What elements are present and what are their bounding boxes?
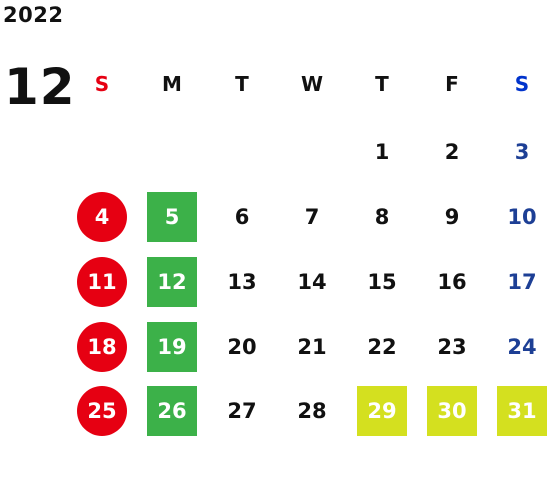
weekday-friday: F [445, 72, 459, 96]
sunday-circle-badge: 4 [77, 192, 127, 242]
day-number: 22 [367, 335, 397, 359]
day-number: 15 [367, 270, 397, 294]
day-number: 8 [374, 205, 390, 229]
sunday-circle-badge: 25 [77, 386, 127, 436]
weekday-saturday: S [514, 72, 530, 96]
day-number: 10 [507, 205, 537, 229]
sunday-circle-badge: 18 [77, 322, 127, 372]
day-cell[interactable]: 26 [142, 385, 202, 437]
day-number: 13 [227, 270, 257, 294]
day-cell[interactable]: 15 [352, 256, 412, 308]
yellow-highlight-badge: 31 [497, 386, 547, 436]
day-cell[interactable]: 24 [492, 321, 548, 373]
day-cell[interactable]: 29 [352, 385, 412, 437]
day-cell[interactable]: 12 [142, 256, 202, 308]
day-cell[interactable]: 23 [422, 321, 482, 373]
day-cell[interactable]: 20 [212, 321, 272, 373]
day-cell[interactable]: 1 [352, 126, 412, 178]
day-number: 28 [297, 399, 327, 423]
day-cell[interactable]: 31 [492, 385, 548, 437]
day-cell[interactable]: 6 [212, 191, 272, 243]
day-cell[interactable]: 8 [352, 191, 412, 243]
month-label: 12 [4, 58, 76, 116]
day-cell[interactable]: 13 [212, 256, 272, 308]
weekday-wednesday: W [300, 72, 324, 96]
day-number: 14 [297, 270, 327, 294]
day-number: 2 [444, 140, 460, 164]
weekday-monday: M [162, 72, 182, 96]
day-number: 21 [297, 335, 327, 359]
day-cell[interactable]: 11 [72, 256, 132, 308]
day-number: 20 [227, 335, 257, 359]
day-cell[interactable]: 22 [352, 321, 412, 373]
day-number: 6 [234, 205, 250, 229]
green-highlight-badge: 5 [147, 192, 197, 242]
day-cell[interactable]: 19 [142, 321, 202, 373]
day-number: 1 [374, 140, 390, 164]
day-cell[interactable]: 4 [72, 191, 132, 243]
day-number: 27 [227, 399, 257, 423]
green-highlight-badge: 12 [147, 257, 197, 307]
yellow-highlight-badge: 29 [357, 386, 407, 436]
day-cell[interactable]: 5 [142, 191, 202, 243]
weekday-tuesday: T [235, 72, 249, 96]
green-highlight-badge: 19 [147, 322, 197, 372]
yellow-highlight-badge: 30 [427, 386, 477, 436]
day-cell[interactable]: 3 [492, 126, 548, 178]
day-number: 23 [437, 335, 467, 359]
day-number: 24 [507, 335, 537, 359]
calendar-grid: S M T W T F S 1 2 3 4 5 6 7 8 9 10 11 12… [66, 58, 548, 448]
day-number: 16 [437, 270, 467, 294]
day-number: 17 [507, 270, 537, 294]
day-cell[interactable]: 9 [422, 191, 482, 243]
day-number: 7 [304, 205, 320, 229]
weekday-sunday: S [94, 72, 110, 96]
day-cell[interactable]: 30 [422, 385, 482, 437]
day-cell[interactable]: 18 [72, 321, 132, 373]
day-cell[interactable]: 7 [282, 191, 342, 243]
sunday-circle-badge: 11 [77, 257, 127, 307]
day-cell[interactable]: 10 [492, 191, 548, 243]
day-cell[interactable]: 2 [422, 126, 482, 178]
day-cell[interactable]: 17 [492, 256, 548, 308]
day-cell[interactable]: 28 [282, 385, 342, 437]
day-cell[interactable]: 27 [212, 385, 272, 437]
day-number: 9 [444, 205, 460, 229]
day-number: 3 [514, 140, 530, 164]
year-label: 2022 [3, 3, 64, 27]
day-cell[interactable]: 16 [422, 256, 482, 308]
day-cell[interactable]: 25 [72, 385, 132, 437]
green-highlight-badge: 26 [147, 386, 197, 436]
day-cell[interactable]: 14 [282, 256, 342, 308]
day-cell[interactable]: 21 [282, 321, 342, 373]
weekday-thursday: T [375, 72, 389, 96]
